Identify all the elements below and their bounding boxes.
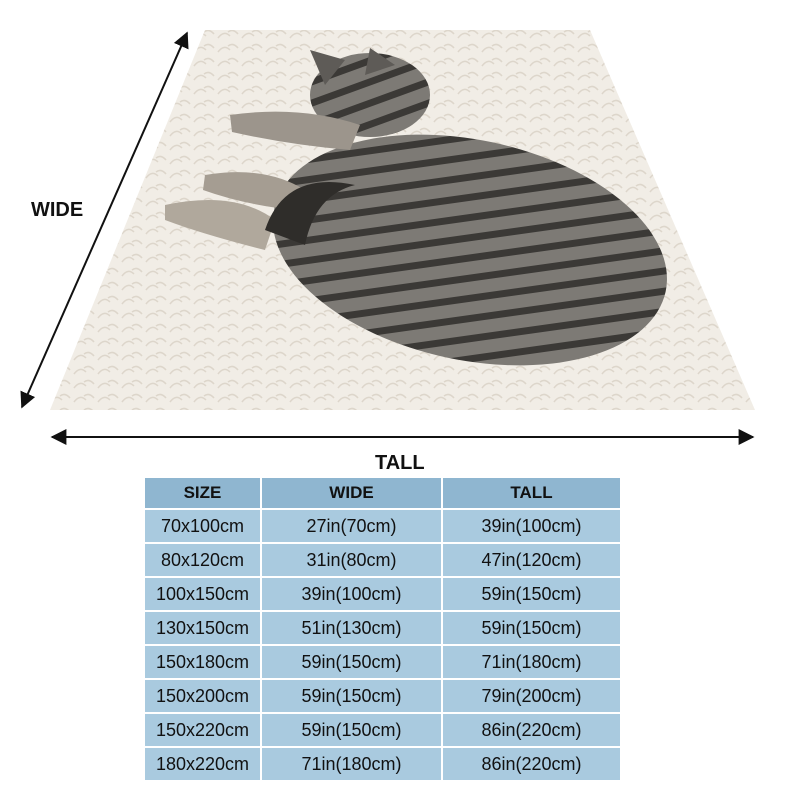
- blanket-illustration: [20, 30, 755, 445]
- header-cell: TALL: [443, 478, 620, 508]
- size-row: 100x150cm 39in(100cm) 59in(150cm): [145, 578, 620, 610]
- size-row: 130x150cm 51in(130cm) 59in(150cm): [145, 612, 620, 644]
- size-row: 70x100cm 27in(70cm) 39in(100cm): [145, 510, 620, 542]
- size-row: 150x200cm 59in(150cm) 79in(200cm): [145, 680, 620, 712]
- size-cell: 86in(220cm): [443, 714, 620, 746]
- size-row: 150x220cm 59in(150cm) 86in(220cm): [145, 714, 620, 746]
- size-cell: 71in(180cm): [262, 748, 441, 780]
- size-cell: 47in(120cm): [443, 544, 620, 576]
- wide-arrow: [20, 31, 189, 409]
- size-cell: 51in(130cm): [262, 612, 441, 644]
- size-cell: 71in(180cm): [443, 646, 620, 678]
- size-cell: 31in(80cm): [262, 544, 441, 576]
- size-row: 80x120cm 31in(80cm) 47in(120cm): [145, 544, 620, 576]
- cat: [165, 48, 667, 366]
- size-cell: 27in(70cm): [262, 510, 441, 542]
- size-cell: 59in(150cm): [262, 680, 441, 712]
- tall-label: TALL: [375, 452, 425, 474]
- size-cell: 70x100cm: [145, 510, 260, 542]
- header-cell: SIZE: [145, 478, 260, 508]
- header-cell: WIDE: [262, 478, 441, 508]
- size-table: SIZE WIDE TALL 70x100cm 27in(70cm) 39in(100c…: [143, 476, 622, 782]
- size-row: 150x180cm 59in(150cm) 71in(180cm): [145, 646, 620, 678]
- size-cell: 150x200cm: [145, 680, 260, 712]
- size-cell: 86in(220cm): [443, 748, 620, 780]
- header-row: SIZE WIDE TALL: [145, 478, 620, 508]
- size-cell: 100x150cm: [145, 578, 260, 610]
- size-cell: 180x220cm: [145, 748, 260, 780]
- size-row: 180x220cm 71in(180cm) 86in(220cm): [145, 748, 620, 780]
- size-cell: 59in(150cm): [443, 578, 620, 610]
- size-cell: 39in(100cm): [443, 510, 620, 542]
- size-cell: 59in(150cm): [262, 646, 441, 678]
- size-cell: 130x150cm: [145, 612, 260, 644]
- size-cell: 39in(100cm): [262, 578, 441, 610]
- size-cell: 150x180cm: [145, 646, 260, 678]
- size-cell: 150x220cm: [145, 714, 260, 746]
- wide-label: WIDE: [31, 199, 84, 221]
- size-cell: 79in(200cm): [443, 680, 620, 712]
- size-cell: 59in(150cm): [443, 612, 620, 644]
- size-cell: 59in(150cm): [262, 714, 441, 746]
- size-cell: 80x120cm: [145, 544, 260, 576]
